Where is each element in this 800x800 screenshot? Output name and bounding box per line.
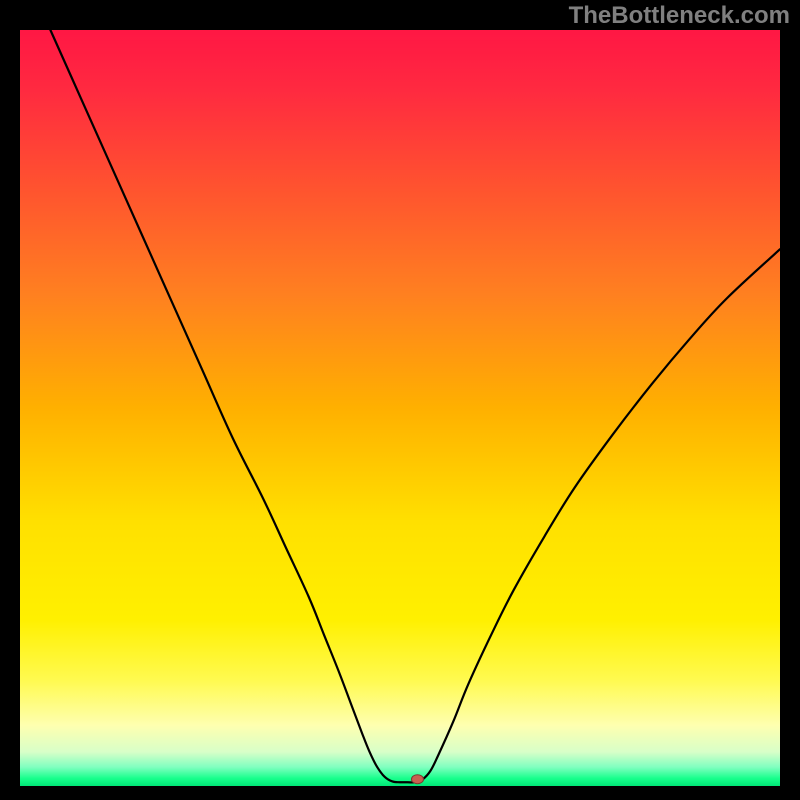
attribution-label: TheBottleneck.com bbox=[569, 2, 790, 30]
bottleneck-chart bbox=[0, 0, 800, 800]
optimum-marker bbox=[411, 775, 423, 784]
plot-background bbox=[20, 30, 780, 786]
